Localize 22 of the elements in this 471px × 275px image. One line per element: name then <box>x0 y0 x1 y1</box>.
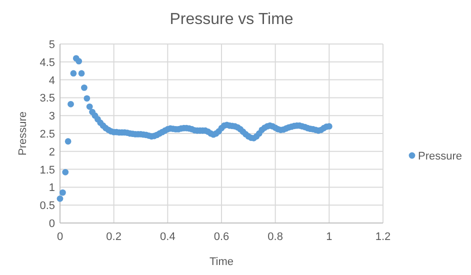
x-tick-label: 0 <box>56 231 64 243</box>
x-tick-label: 1.2 <box>375 231 391 243</box>
y-tick-label: 1 <box>48 182 55 194</box>
y-tick-label: 3 <box>48 110 55 123</box>
x-tick-label: 0.4 <box>160 231 176 243</box>
y-tick-label: 3.5 <box>40 92 55 105</box>
y-tick-label: 0.5 <box>40 200 55 212</box>
chart-title: Pressure vs Time <box>170 11 294 28</box>
y-tick-label: 4 <box>48 74 55 87</box>
x-tick-label: 1 <box>326 231 332 243</box>
y-tick-label: 4.5 <box>40 56 55 69</box>
y-tick-label: 2 <box>48 146 55 158</box>
x-tick-label: 0.2 <box>106 231 122 243</box>
y-axis-title: Pressure <box>17 111 29 156</box>
x-axis-title: Time <box>209 256 234 268</box>
y-tick-label: 0 <box>48 218 55 230</box>
y-tick-label: 5 <box>48 39 55 51</box>
x-tick-label: 0.8 <box>268 231 283 243</box>
x-tick-label: 0.6 <box>214 231 230 243</box>
legend-label: Pressure <box>418 150 462 162</box>
y-tick-label: 2.5 <box>40 128 55 140</box>
y-tick-label: 1.5 <box>40 164 55 176</box>
